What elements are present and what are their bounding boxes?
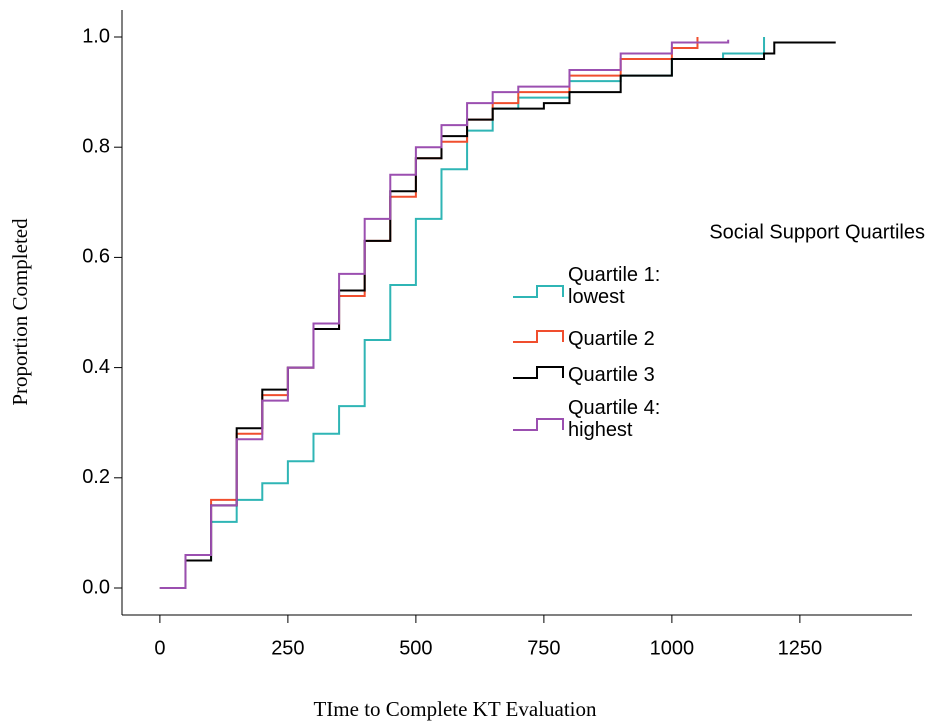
y-tick-label: 1.0	[82, 25, 110, 47]
legend-swatch	[513, 366, 564, 379]
y-tick-label: 0.0	[82, 576, 110, 598]
legend-title: Social Support Quartiles	[709, 221, 925, 243]
series-line	[159, 36, 699, 590]
series-line	[159, 39, 730, 590]
y-tick-label: 0.2	[82, 466, 110, 488]
legend-swatch	[513, 418, 564, 431]
y-tick-label: 0.6	[82, 246, 110, 268]
legend-swatch	[513, 330, 564, 343]
x-tick-label: 500	[399, 637, 432, 659]
series-line	[159, 41, 836, 590]
y-tick-label: 0.8	[82, 135, 110, 157]
x-tick-label: 1000	[650, 637, 695, 659]
y-tick-label: 0.4	[82, 356, 110, 378]
legend-label: Quartile 1: lowest	[568, 264, 661, 308]
legend-label: Quartile 4: highest	[568, 397, 661, 441]
x-tick-label: 250	[271, 637, 304, 659]
x-tick-label: 750	[527, 637, 560, 659]
legend-label: Quartile 3	[568, 364, 655, 386]
x-axis-label: TIme to Complete KT Evaluation	[313, 697, 597, 721]
legend-label: Quartile 2	[568, 328, 655, 350]
x-tick-label: 0	[154, 637, 165, 659]
y-axis-label: Proportion Completed	[8, 218, 32, 406]
x-tick-label: 1250	[778, 637, 823, 659]
legend-swatch	[513, 285, 564, 298]
series-line	[159, 36, 766, 590]
